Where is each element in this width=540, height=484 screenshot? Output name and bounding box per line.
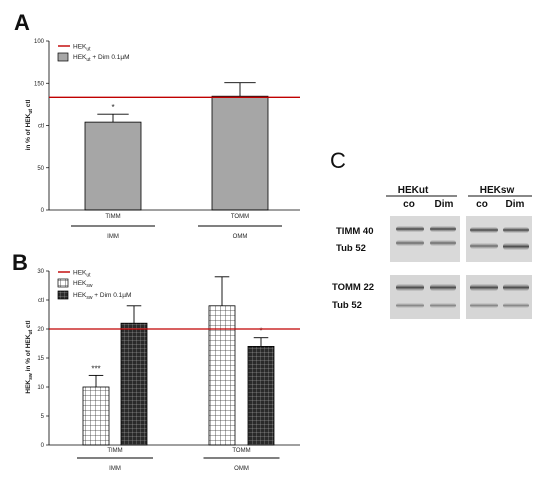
y-tick-label: 100 (34, 39, 45, 45)
y-tick-label: 50 (37, 166, 44, 172)
y-tick-label: 5 (41, 414, 45, 420)
blot-cell-line-1: HEKut (398, 185, 429, 196)
bar-timm-1 (82, 386, 110, 446)
blot-membrane-heksw-top (466, 216, 532, 262)
x-group-label: IMM (107, 234, 119, 240)
blot-membrane-hekut-top (390, 216, 460, 262)
bar-timm-2 (120, 322, 148, 446)
x-category-label: TOMM (232, 448, 250, 454)
blot-membrane-hekut-bottom (390, 275, 460, 319)
y-tick-label: 15 (37, 356, 44, 362)
legend-swatch-gray (57, 52, 69, 62)
bar-tomm-2 (247, 345, 275, 446)
chart-b: HEKsw in % of HEKut ctl HEKut HEKsw HEKs… (25, 269, 300, 472)
chart-a-y-label: in % of HEKut ctl (25, 99, 34, 150)
legend-swatch-grid-light (57, 278, 69, 288)
blot-membrane-heksw-bottom (466, 275, 532, 319)
blot-lane-4: Dim (506, 199, 525, 210)
bar-tomm-1 (208, 305, 236, 446)
x-group-label: OMM (233, 234, 248, 240)
significance-marker: *** (91, 364, 100, 373)
y-tick-label: 0 (41, 208, 45, 214)
y-tick-label: ctl (38, 124, 44, 130)
blot-row-label-tomm22: TOMM 22 (332, 282, 374, 293)
panel-c-letter: C (330, 148, 346, 173)
chart-a: in % of HEKut ctl HEKut HEKut + Dim 0.1µ… (25, 39, 300, 240)
blot-lane-1: co (403, 199, 415, 210)
legend-reference-label: HEKut (73, 270, 91, 279)
chart-a-legend: HEKut HEKut + Dim 0.1µM (57, 44, 130, 63)
x-group-label: OMM (234, 466, 249, 472)
legend-series-1-label: HEKsw (73, 280, 93, 289)
blot-row-label-timm40: TIMM 40 (336, 226, 373, 237)
blot-row-label-tub52-a: Tub 52 (336, 243, 366, 254)
y-tick-label: ctl (38, 298, 44, 304)
y-tick-label: 10 (37, 385, 44, 391)
blot-lane-2: Dim (435, 199, 454, 210)
y-tick-label: 30 (37, 269, 44, 275)
bar-tomm-1 (211, 95, 269, 211)
blot-cell-line-2: HEKsw (480, 185, 515, 196)
western-blot: HEKut HEKsw co Dim co Dim TIMM 40 Tub 52… (332, 185, 532, 319)
x-category-label: TOMM (231, 214, 249, 220)
legend-series-label: HEKut + Dim 0.1µM (73, 54, 130, 63)
x-group-label: IMM (109, 466, 121, 472)
panel-b-letter: B (12, 250, 28, 275)
chart-b-legend: HEKut HEKsw HEKsw + Dim 0.1µM (57, 270, 131, 301)
blot-row-label-tub52-b: Tub 52 (332, 300, 362, 311)
y-tick-label: 20 (37, 327, 44, 333)
x-category-label: TIMM (105, 214, 120, 220)
x-category-label: TIMM (107, 448, 122, 454)
y-tick-label: 150 (34, 81, 45, 87)
chart-b-y-label: HEKsw in % of HEKut ctl (25, 320, 34, 393)
significance-marker: * (111, 103, 114, 112)
y-tick-label: 0 (41, 443, 45, 449)
bar-timm-1 (84, 121, 142, 211)
blot-lane-3: co (476, 199, 488, 210)
significance-marker: * (259, 327, 262, 336)
legend-reference-label: HEKut (73, 44, 91, 53)
legend-swatch-grid-dark (57, 290, 69, 300)
panel-a-letter: A (14, 10, 30, 35)
legend-series-2-label: HEKsw + Dim 0.1µM (73, 292, 131, 301)
